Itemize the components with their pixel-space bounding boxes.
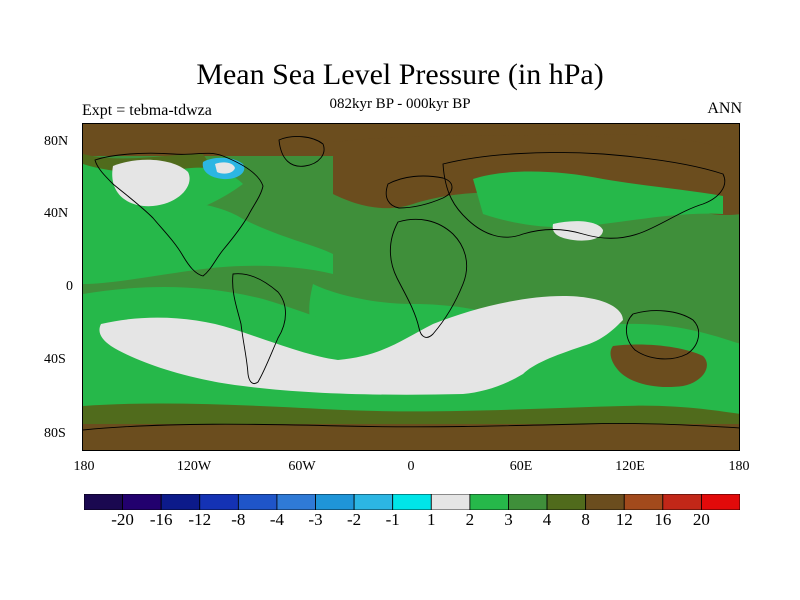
coast-south-america — [232, 273, 286, 385]
lon-tick-120e: 120E — [615, 459, 645, 474]
lon-tick-180w: 180 — [73, 459, 95, 474]
colorbar — [84, 494, 740, 510]
colorbar-box — [84, 494, 123, 510]
colorbar-label: -3 — [308, 510, 323, 529]
colorbar-label: 16 — [654, 510, 672, 529]
colorbar-label: 12 — [615, 510, 633, 529]
coast-north-america — [94, 152, 264, 277]
lon-tick-180e: 180 — [728, 459, 750, 474]
colorbar-box — [469, 494, 509, 510]
colorbar-label: -12 — [188, 510, 212, 529]
season-label: ANN — [707, 100, 742, 117]
colorbar-label: 20 — [692, 510, 710, 529]
colorbar-label: -16 — [149, 510, 173, 529]
colorbar-box — [585, 494, 625, 510]
coast-asia — [442, 152, 726, 239]
coast-africa — [389, 218, 467, 338]
colorbar-label: -20 — [111, 510, 134, 529]
colorbar-box — [276, 494, 316, 510]
field-australia-brown — [610, 344, 707, 388]
field-north-america-grey — [112, 159, 190, 207]
colorbar-box — [430, 494, 471, 510]
lat-tick-80s: 80S — [44, 426, 66, 441]
colorbar-box — [546, 494, 587, 510]
colorbar-label: -4 — [269, 510, 285, 529]
chart-subtitle: 082kyr BP - 000kyr BP — [329, 96, 471, 112]
coast-greenland — [278, 136, 325, 167]
colorbar-box — [392, 494, 432, 510]
colorbar-label: -2 — [347, 510, 362, 529]
colorbar-box — [623, 494, 664, 510]
lon-tick-0: 0 — [407, 459, 415, 474]
lon-tick-60w: 60W — [288, 459, 316, 474]
colorbar-label: 8 — [581, 510, 590, 529]
lon-tick-120w: 120W — [176, 459, 212, 474]
colorbar-label: 3 — [504, 510, 513, 529]
lat-tick-40n: 40N — [44, 206, 69, 221]
map-panel — [82, 123, 740, 451]
lat-tick-40s: 40S — [44, 352, 66, 367]
colorbar-label: -1 — [385, 510, 400, 529]
colorbar-box — [662, 494, 702, 510]
colorbar-box — [701, 494, 740, 510]
colorbar-box — [353, 494, 394, 510]
pressure-difference-map — [83, 124, 739, 450]
coast-antarctica — [83, 423, 739, 431]
coast-australia — [626, 310, 700, 360]
field-hudson-white — [215, 162, 235, 174]
lat-tick-0: 0 — [66, 279, 73, 294]
lat-tick-80n: 80N — [44, 134, 69, 149]
field-south-olive — [83, 403, 739, 424]
lon-tick-60e: 60E — [509, 459, 533, 474]
colorbar-box — [199, 494, 239, 510]
colorbar-box — [160, 494, 201, 510]
field-southpac-grey — [99, 296, 624, 395]
coast-europe — [385, 175, 453, 209]
field-asia-green — [473, 171, 723, 228]
colorbar-box — [315, 494, 355, 510]
colorbar-box — [508, 494, 548, 510]
colorbar-box — [122, 494, 162, 510]
chart-title: Mean Sea Level Pressure (in hPa) — [196, 58, 604, 91]
experiment-label: Expt = tebma-tdwza — [82, 102, 212, 119]
colorbar-box — [237, 494, 278, 510]
colorbar-label: 2 — [465, 510, 475, 529]
colorbar-label: -8 — [231, 510, 246, 529]
colorbar-label: 1 — [427, 510, 436, 529]
colorbar-label: 4 — [542, 510, 552, 529]
coastlines — [83, 136, 739, 431]
